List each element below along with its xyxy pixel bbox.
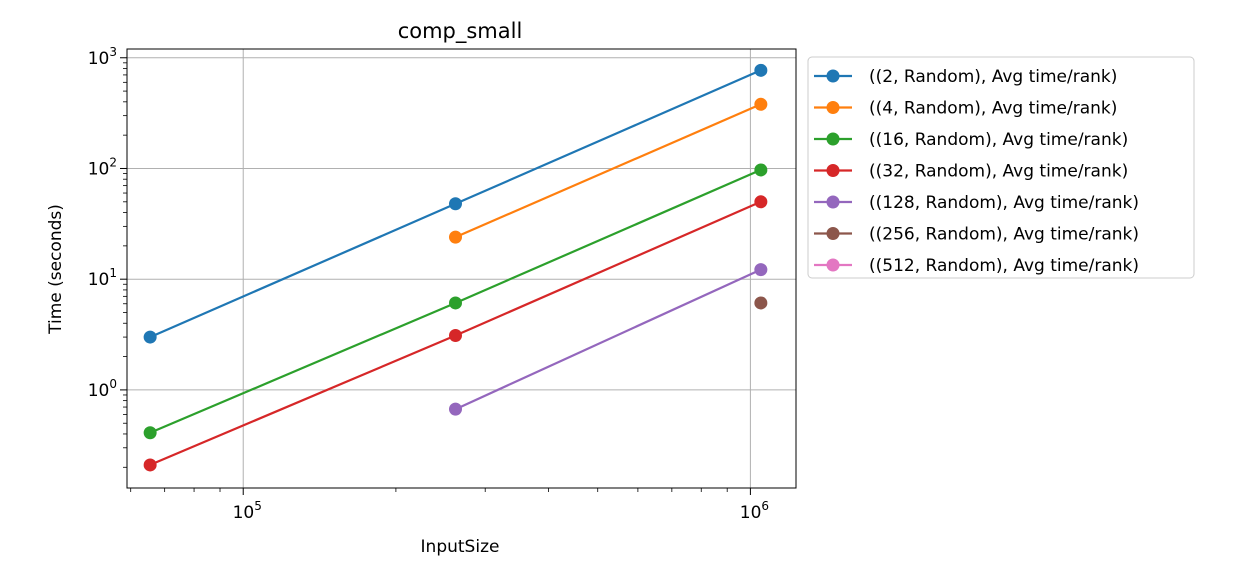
legend-entry: ((2, Random), Avg time/rank) [814,67,1117,87]
legend-entry: ((4, Random), Avg time/rank) [814,99,1117,119]
y-tick-label: 103 [88,45,117,69]
tick-layer: 105 106 100 101 102 103 [88,45,769,523]
data-point [143,330,157,344]
legend-label: ((4, Random), Avg time/rank) [869,99,1117,119]
series-layer [143,63,768,472]
series-1 [448,97,768,244]
legend-label: ((512, Random), Avg time/rank) [869,256,1139,276]
legend: ((2, Random), Avg time/rank) ((4, Random)… [807,56,1195,279]
legend-entry: ((512, Random), Avg time/rank) [814,256,1139,276]
y-axis-label: Time (seconds) [46,204,66,335]
legend-swatch-marker [826,258,840,272]
series-2 [143,163,768,440]
series-5 [754,296,768,310]
plot-frame [126,48,797,489]
legend-entry: ((32, Random), Avg time/rank) [814,162,1128,182]
legend-entry: ((256, Random), Avg time/rank) [814,225,1139,245]
series-line [455,103,762,239]
y-tick-label: 101 [88,266,117,290]
legend-swatch-marker [826,195,840,209]
legend-label: ((2, Random), Avg time/rank) [869,67,1117,87]
data-point [448,402,462,416]
data-point [143,458,157,472]
data-point [754,63,768,77]
legend-swatch-marker [826,69,840,83]
data-point [754,163,768,177]
legend-entry: ((16, Random), Avg time/rank) [814,130,1128,150]
data-point [448,296,462,310]
legend-swatch-marker [826,164,840,177]
legend-label: ((32, Random), Avg time/rank) [869,162,1128,182]
legend-label: ((16, Random), Avg time/rank) [869,130,1128,150]
chart-title: comp_small [398,19,523,44]
data-point [448,329,462,343]
legend-label: ((256, Random), Avg time/rank) [869,225,1139,245]
x-tick-label: 105 [233,499,262,523]
x-tick-label: 106 [740,499,769,523]
data-point [448,197,462,211]
grid-lines [127,49,796,488]
legend-swatch-marker [826,101,840,114]
x-axis-label: InputSize [421,537,500,557]
series-3 [143,195,768,472]
series-4 [448,263,768,416]
data-point [754,296,768,310]
legend-swatch-marker [826,132,840,146]
data-point [143,426,157,440]
legend-box [807,56,1195,279]
legend-label: ((128, Random), Avg time/rank) [869,193,1139,213]
data-point [754,97,768,111]
y-tick-label: 100 [88,377,117,401]
data-point [754,195,768,209]
data-point [448,230,462,244]
data-point [754,263,768,277]
y-tick-label: 102 [88,155,117,179]
legend-entry: ((128, Random), Avg time/rank) [814,193,1139,213]
series-line [455,268,762,411]
series-0 [143,63,768,344]
legend-swatch-marker [826,227,840,240]
